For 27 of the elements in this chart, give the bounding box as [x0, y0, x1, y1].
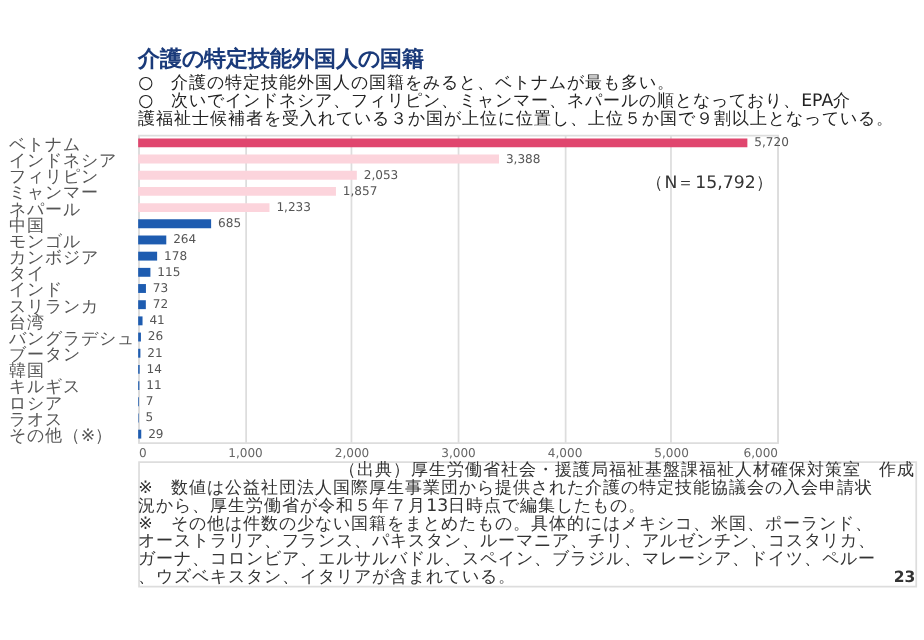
bar [138, 219, 212, 229]
y-tick-label: ミャンマー [8, 184, 99, 205]
y-tick-label: インドネシア [8, 151, 117, 172]
bar [138, 251, 158, 261]
y-tick-label: 台湾 [8, 311, 45, 334]
bar [138, 300, 146, 310]
y-tick-label: インド [8, 281, 63, 302]
annotation: （N＝15,792） [646, 174, 774, 195]
y-tick-label: タイ [8, 265, 45, 286]
y-tick-label: ロシア [8, 394, 63, 415]
text: ※ 数値は公益社団法人国際厚生事業団から提供された介護の特定技能協議会の入会申請状況から、厚生労働省が令和５年７月13日時点で編集したもの。 [138, 477, 873, 517]
y-tick-label: その他（※） [8, 425, 114, 448]
y-tick-label: フィリピン [8, 166, 99, 189]
bar [138, 235, 167, 245]
text: ※ その他は件数の少ない国籍をまとめたもの。具体的にはメキシコ、米国、ポーランド、オーストラリア、フランス、パキスタン、ルーマニア、チリ、アルゼンチン、コスタリカ、ガーナ、コロンビア、エルサルバドル、スペイン、ブラジル、マレーシア、ドイツ、ペルー、ウズベキスタン、イタリアが含まれている。 [138, 512, 877, 589]
bar [138, 186, 336, 196]
text: ○ 介護の特定技能外国人の国籍をみると、ベトナムが最も多い。 [138, 74, 676, 95]
bar [138, 267, 151, 277]
bar [138, 203, 270, 213]
text: 23 [893, 568, 916, 587]
bar [138, 138, 748, 148]
bar [138, 154, 500, 164]
bar [138, 284, 146, 293]
chart-title: 介護の特定技能外国人の国籍 [136, 45, 425, 72]
bar [138, 170, 357, 180]
y-tick-label: ベトナム [8, 135, 81, 156]
text: ○ 次いでインドネシア、フィリピン、ミャンマー、ネパールの順となっており、EPA介護福祉士候補者を受入れている３か国が上位に位置し、上位５か国で９割以上となっている。 [138, 92, 895, 131]
